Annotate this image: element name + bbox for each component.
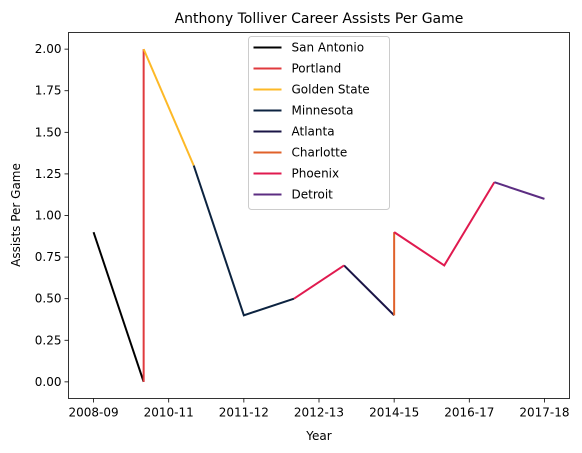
y-tick-label: 0.25 (35, 333, 62, 347)
legend-label: Golden State (292, 83, 370, 97)
legend-label: Atlanta (292, 125, 335, 139)
x-tick-label: 2012-13 (294, 406, 344, 420)
legend-label: Detroit (292, 188, 334, 202)
legend-label: Portland (292, 62, 342, 76)
x-tick-label: 2011-12 (219, 406, 269, 420)
y-tick-label: 1.25 (35, 167, 62, 181)
x-axis: 2008-09 2010-11 2011-12 2012-13 2014-15 2016-… (68, 399, 569, 420)
x-tick-label: 2017-18 (519, 406, 569, 420)
series-line-6-1 (394, 182, 494, 265)
x-tick-label: 2010-11 (144, 406, 194, 420)
y-tick-label: 0.50 (35, 292, 62, 306)
series-line-2 (144, 49, 194, 165)
x-axis-label: Year (305, 429, 331, 443)
x-tick-label: 2014-15 (369, 406, 419, 420)
y-tick-label: 2.00 (35, 42, 62, 56)
series-line-7 (494, 182, 544, 199)
y-axis-label: Assists Per Game (9, 163, 23, 267)
chart-title: Anthony Tolliver Career Assists Per Game (175, 11, 464, 27)
y-axis: 0.00 0.25 0.50 0.75 1.00 1.25 1.50 1.75 2.00 (35, 42, 69, 389)
legend-label: Phoenix (292, 167, 340, 181)
x-tick-label: 2016-17 (444, 406, 494, 420)
y-tick-label: 1.75 (35, 84, 62, 98)
y-tick-label: 1.00 (35, 209, 62, 223)
legend-label: San Antonio (292, 41, 365, 55)
x-tick-label: 2008-09 (68, 406, 118, 420)
y-tick-label: 0.00 (35, 375, 62, 389)
y-tick-label: 1.50 (35, 125, 62, 139)
legend: San Antonio Portland Golden State Minnesota… (249, 37, 390, 210)
series-line-0 (94, 232, 144, 382)
legend-label: Minnesota (292, 104, 354, 118)
legend-label: Charlotte (292, 146, 348, 160)
series-line-6 (294, 265, 344, 298)
series-line-4 (344, 265, 394, 315)
y-tick-label: 0.75 (35, 250, 62, 264)
